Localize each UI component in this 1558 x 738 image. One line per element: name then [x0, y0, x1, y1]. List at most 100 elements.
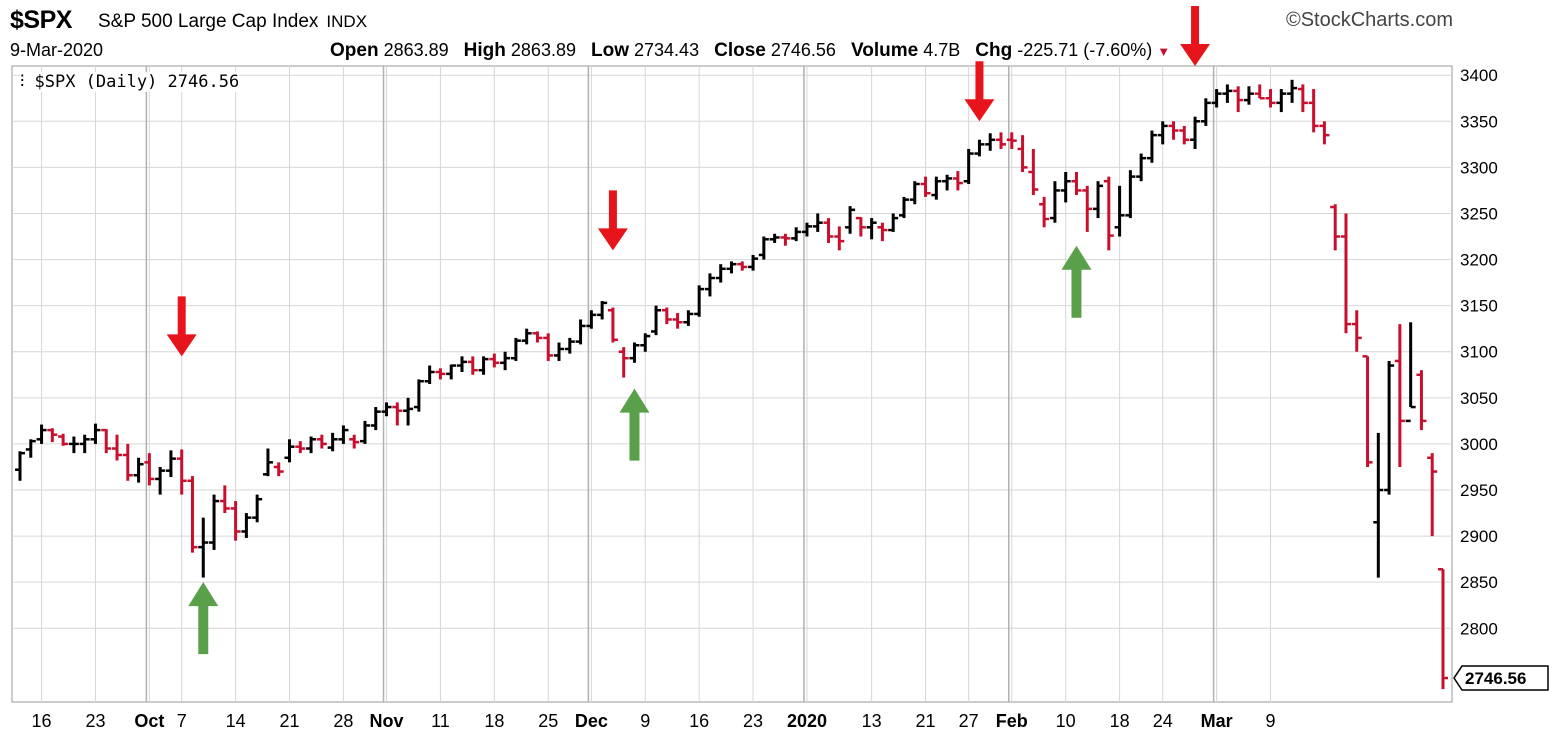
ohlc-bar	[898, 196, 909, 219]
y-tick-label: 3300	[1460, 158, 1498, 177]
quote-date: 9-Mar-2020	[10, 40, 104, 60]
ohlc-bar	[1438, 568, 1448, 690]
ohlc-bar	[931, 176, 942, 200]
x-tick-label: 23	[85, 711, 105, 731]
chg-label: Chg	[975, 40, 1013, 61]
ohlc-bar	[715, 264, 726, 283]
ohlc-bar	[952, 171, 963, 191]
ohlc-bar	[1028, 148, 1039, 196]
ohlc-bar	[392, 402, 403, 426]
arrow-down-icon	[1180, 6, 1211, 66]
ohlc-bar	[284, 439, 295, 463]
ohlc-bar	[1039, 196, 1050, 228]
ohlc-bar	[1222, 84, 1233, 103]
ohlc-bar	[1049, 181, 1060, 223]
high-value: 2863.89	[510, 40, 576, 60]
ohlc-bar	[1157, 121, 1168, 145]
ohlc-bar	[1233, 86, 1244, 113]
y-tick-label: 3400	[1460, 66, 1498, 85]
ohlc-bar	[1071, 172, 1082, 196]
x-tick-label: Dec	[575, 711, 608, 731]
ohlc-bar	[1136, 153, 1147, 182]
ohlc-bar	[176, 449, 187, 495]
x-tick-label: 9	[1266, 711, 1276, 731]
ohlc-bar	[1146, 130, 1157, 163]
ohlc-bar	[532, 331, 543, 343]
ohlc-bar	[1287, 79, 1298, 103]
ohlc-bar	[1276, 89, 1287, 113]
ohlc-bar	[920, 176, 931, 197]
ohlc-bar	[338, 425, 349, 444]
ohlc-bar	[1179, 125, 1190, 145]
ohlc-bar	[1297, 84, 1308, 113]
ohlc-bar	[942, 174, 953, 191]
ohlc-bar	[316, 434, 327, 449]
ohlc-bar	[1308, 89, 1319, 133]
ohlc-bar	[996, 132, 1007, 149]
ohlc-bar	[403, 397, 414, 426]
ohlc-bar	[370, 407, 381, 431]
ohlc-bar	[510, 337, 521, 361]
close-label: Close	[714, 40, 766, 61]
y-tick-label: 3100	[1460, 343, 1498, 362]
ohlc-bar	[823, 218, 834, 243]
ohlc-bar	[1319, 121, 1330, 145]
ohlc-bar	[101, 428, 112, 454]
ohlc-bar	[144, 453, 155, 486]
ohlc-bar	[748, 254, 759, 271]
ohlc-bar	[273, 462, 284, 477]
ohlc-bar	[888, 213, 899, 232]
x-tick-label: 23	[743, 711, 763, 731]
ohlc-bar	[586, 310, 597, 329]
ohlc-bar	[424, 365, 435, 384]
ohlc-bar	[209, 494, 220, 550]
ohlc-bar	[683, 310, 694, 326]
ohlc-bar	[1006, 132, 1017, 149]
plot-area	[11, 65, 1453, 703]
x-tick-label: 2020	[787, 711, 827, 731]
ohlc-bar	[58, 433, 69, 446]
ohlc-bar	[79, 434, 90, 454]
ohlc-bars-icon: ⫶	[20, 72, 25, 92]
arrow-up-icon	[619, 388, 650, 461]
ohlc-bar	[262, 448, 273, 477]
ohlc-bar	[241, 513, 252, 538]
ohlc-bar	[1416, 370, 1427, 431]
ohlc-bar	[1254, 84, 1265, 100]
arrow-up-icon	[1061, 245, 1092, 318]
y-tick-label: 3050	[1460, 389, 1498, 408]
ohlc-bar	[726, 261, 737, 274]
arrow-down-icon	[964, 61, 995, 122]
ohlc-bar	[554, 342, 565, 361]
ohlc-bar	[1330, 204, 1341, 251]
ohlc-bar	[456, 356, 467, 373]
ohlc-bar	[1125, 170, 1136, 219]
ohlc-bar	[306, 436, 317, 454]
volume-label: Volume	[850, 40, 919, 61]
ohlc-bar	[327, 432, 338, 452]
volume-value: 4.7B	[923, 40, 961, 60]
last-value-label: 2746.56	[1465, 669, 1526, 688]
x-tick-label: 7	[177, 711, 187, 731]
ohlc-bar	[629, 342, 640, 363]
ohlc-bar	[855, 216, 866, 237]
ohlc-bar	[36, 424, 47, 444]
ohlc-bar	[597, 301, 608, 320]
arrow-down-icon	[166, 296, 197, 357]
ohlc-bar	[15, 451, 25, 481]
ohlc-bar	[791, 227, 802, 242]
ohlc-bar	[90, 423, 101, 444]
ohlc-bar	[112, 434, 123, 461]
ohlc-bar	[478, 356, 489, 375]
open-value: 2863.89	[383, 40, 449, 60]
x-tick-label: 10	[1056, 711, 1076, 731]
ohlc-bar	[230, 501, 241, 541]
ohlc-bar	[349, 434, 360, 449]
ohlc-bar	[413, 379, 424, 412]
ohlc-bar	[47, 428, 58, 443]
ohlc-bar	[866, 218, 877, 240]
x-tick-label: 27	[959, 711, 979, 731]
ohlc-bar	[618, 347, 629, 378]
ohlc-bar	[1017, 135, 1028, 172]
